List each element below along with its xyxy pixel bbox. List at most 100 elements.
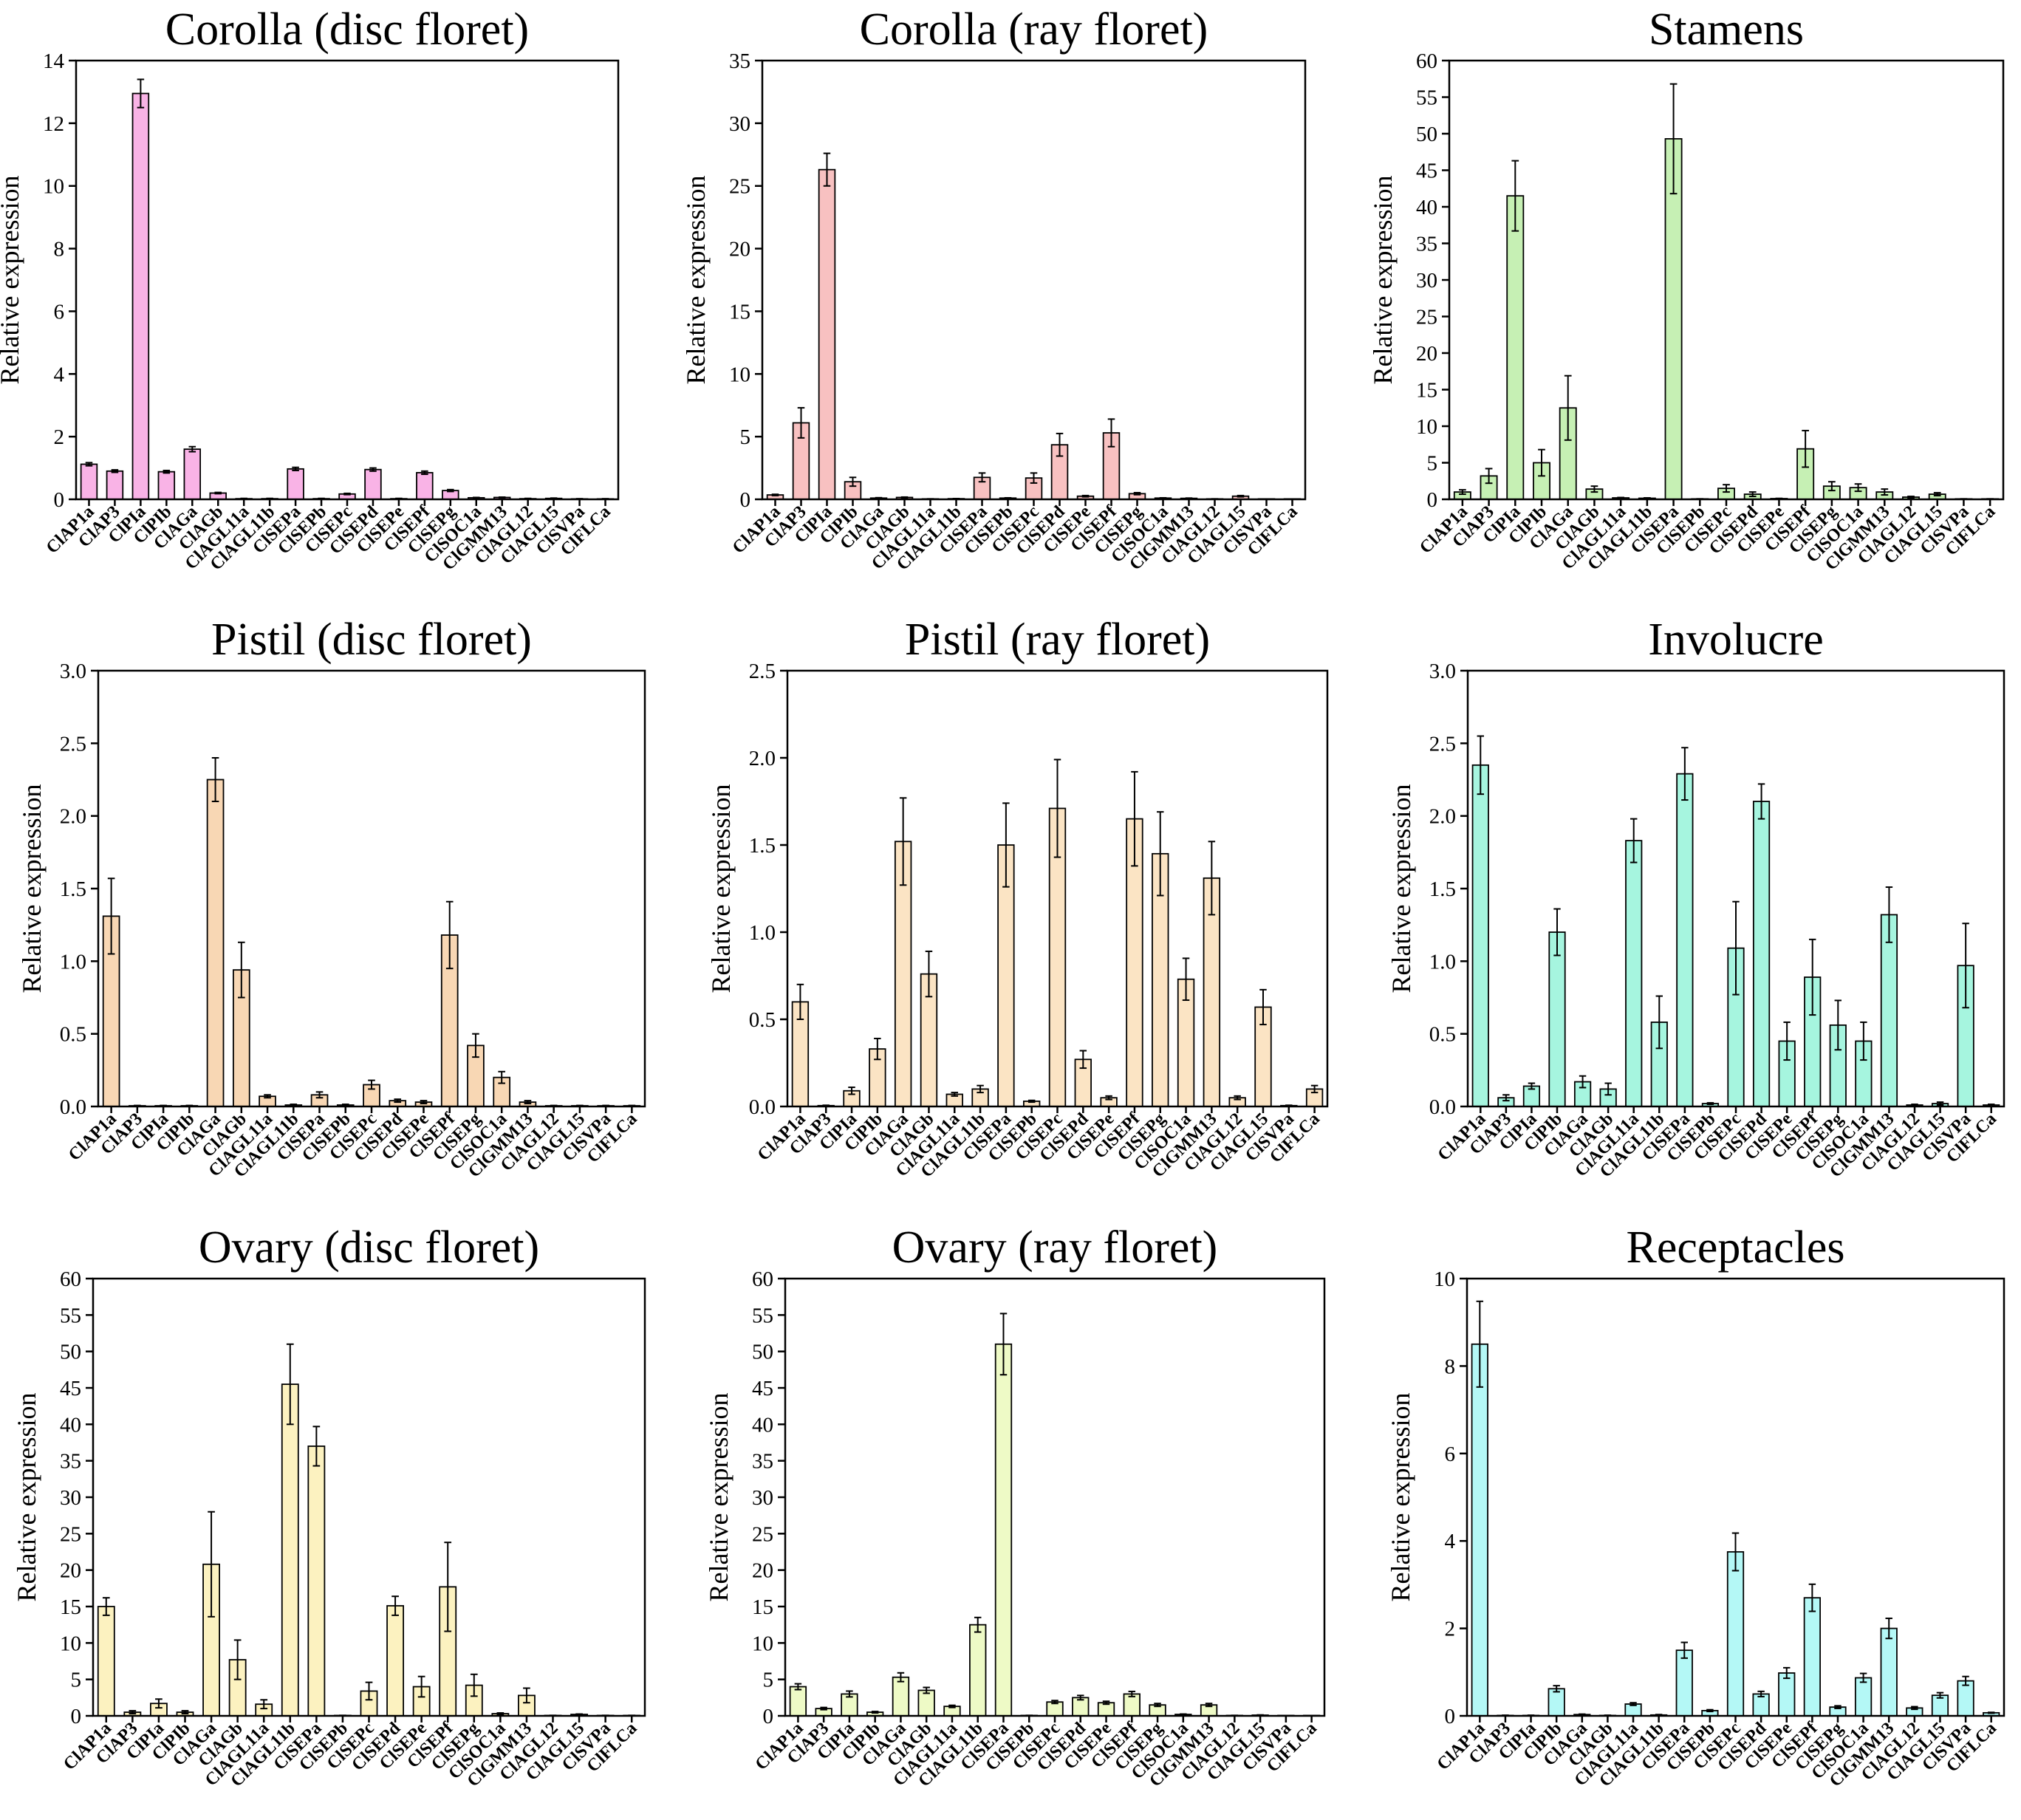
error-bar-ClPIa xyxy=(1511,160,1519,232)
bar-ClSEPf xyxy=(416,472,434,500)
y-tick-label: 40 xyxy=(752,1413,773,1437)
error-bar-ClAP3 xyxy=(797,407,805,439)
error-bar-ClAGL15 xyxy=(575,1713,583,1716)
error-bar-ClSEPg xyxy=(1133,492,1141,496)
error-bar-ClAGL11a xyxy=(951,1092,959,1097)
y-tick-label: 60 xyxy=(1416,49,1437,73)
bar-ClPIb xyxy=(1548,1688,1565,1717)
y-tick-label: 30 xyxy=(60,1486,81,1510)
bar-ClPIa xyxy=(818,168,836,500)
y-tick-label: 30 xyxy=(729,112,750,136)
chart-panel-0: Corolla (disc floret) Relative expression… xyxy=(0,4,620,574)
y-tick-label: 8 xyxy=(54,238,65,261)
y-tick-label: 2.0 xyxy=(60,805,86,829)
chart-title: Receptacles xyxy=(1626,1222,1844,1273)
y-tick-label: 60 xyxy=(752,1268,773,1291)
error-bar-ClSEPc xyxy=(1723,484,1730,493)
error-bar-ClFLCa xyxy=(1310,1084,1319,1094)
y-tick-label: 6 xyxy=(54,300,65,324)
y-tick-label: 4 xyxy=(1445,1530,1456,1553)
error-bar-ClPIb xyxy=(871,1711,879,1714)
error-bar-ClPIa xyxy=(1528,1082,1536,1090)
plot-frame xyxy=(784,1277,1326,1717)
plot-frame xyxy=(1466,1277,2005,1717)
y-tick-label: 0.0 xyxy=(60,1095,86,1119)
y-tick-label: 10 xyxy=(43,175,64,199)
bar-ClSEPd xyxy=(364,468,382,500)
error-bar-ClGMM13 xyxy=(1885,1617,1892,1640)
error-bar-ClAGL11a xyxy=(1630,1702,1637,1706)
error-bar-ClAGb xyxy=(925,950,933,998)
y-tick-label: 0.0 xyxy=(1429,1095,1456,1119)
y-tick-label: 25 xyxy=(1416,306,1437,329)
bar-ClAGa xyxy=(892,1676,910,1717)
chart-title: Involucre xyxy=(1648,615,1824,665)
y-tick-label: 14 xyxy=(43,49,65,73)
error-bar-ClFLCa xyxy=(1987,1711,1995,1714)
error-bar-ClAP1a xyxy=(796,983,804,1020)
error-bar-ClSEPc xyxy=(1030,472,1038,484)
y-tick-label: 55 xyxy=(752,1304,773,1327)
error-bar-ClSEPb xyxy=(1004,496,1012,499)
y-tick-label: 5 xyxy=(1427,452,1438,476)
error-bar-ClAGL11a xyxy=(264,1094,271,1099)
y-tick-label: 8 xyxy=(1445,1355,1456,1378)
error-bar-ClAGL15 xyxy=(1936,1101,1944,1106)
error-bar-ClSEPe xyxy=(1102,1700,1110,1706)
error-bar-ClSEPb xyxy=(341,1104,349,1107)
error-bar-ClSEPg xyxy=(472,1033,479,1058)
bar-ClSOC1a xyxy=(1854,1677,1873,1717)
y-tick-label: 45 xyxy=(60,1377,81,1400)
y-tick-label: 50 xyxy=(752,1341,773,1364)
error-bar-ClSEPc xyxy=(1732,900,1740,996)
bar-ClPIb xyxy=(157,471,176,500)
error-bar-ClSEPe xyxy=(417,1675,425,1698)
bar-ClAP1a xyxy=(789,1686,807,1717)
error-bar-ClSEPa xyxy=(999,1313,1008,1376)
bar-ClGMM13 xyxy=(1880,914,1898,1107)
error-bar-ClAGL11b xyxy=(974,1616,982,1633)
error-bar-ClSOC1a xyxy=(472,496,480,499)
y-tick-label: 5 xyxy=(740,425,751,449)
y-tick-label: 30 xyxy=(752,1486,773,1510)
error-bar-ClSEPc xyxy=(1051,1700,1059,1705)
error-bar-ClSEPf xyxy=(1128,1690,1136,1697)
error-bar-ClSEPa xyxy=(292,466,299,471)
error-bar-ClSEPc xyxy=(1731,1532,1740,1572)
error-bar-ClAGL12 xyxy=(1234,1095,1241,1101)
error-bar-ClAGa xyxy=(899,797,907,886)
chart-panel-3: Pistil (disc floret) Relative expression 0… xyxy=(17,615,646,1181)
error-bar-ClGMM13 xyxy=(523,1687,530,1704)
error-bar-ClAP3 xyxy=(1502,1094,1510,1102)
y-tick-label: 10 xyxy=(752,1632,773,1655)
chart-title: Pistil (disc floret) xyxy=(211,615,532,665)
y-axis-label: Relative expression xyxy=(17,784,47,993)
chart-title: Ovary (disc floret) xyxy=(199,1222,539,1273)
error-bar-ClAGa xyxy=(1579,1713,1586,1716)
y-tick-label: 50 xyxy=(1416,123,1437,146)
chart-panel-5: Involucre Relative expression 0.0 0.5 1.0 1.5… xyxy=(1386,615,2005,1181)
bar-ClPIa xyxy=(1506,195,1525,500)
error-bar-ClSOC1a xyxy=(1860,1021,1867,1061)
error-bar-ClAP1a xyxy=(102,1597,110,1616)
error-bar-ClSOC1a xyxy=(498,1070,505,1084)
error-bar-ClAGL15 xyxy=(1933,492,1941,497)
y-tick-label: 20 xyxy=(729,238,750,261)
y-axis-label: Relative expression xyxy=(706,784,736,993)
error-bar-ClSEPd xyxy=(1056,432,1064,457)
y-tick-label: 15 xyxy=(729,300,750,324)
error-bar-ClAGb xyxy=(238,941,245,999)
bar-ClSEPa xyxy=(1675,1649,1693,1717)
error-bar-ClSOC1a xyxy=(1182,957,1190,1002)
error-bar-ClAGa xyxy=(188,445,196,453)
error-bar-ClAGL15 xyxy=(1936,1691,1944,1699)
error-bar-ClSVPa xyxy=(1962,1675,1969,1686)
error-bar-ClSEPc xyxy=(365,1681,373,1701)
error-bar-ClPIb xyxy=(1538,448,1545,477)
error-bar-ClPIa xyxy=(848,1087,855,1095)
error-bar-ClAGL12 xyxy=(1911,1706,1918,1711)
bar-ClSEPd xyxy=(1752,801,1771,1107)
y-tick-label: 2.5 xyxy=(749,660,776,683)
error-bar-ClPIb xyxy=(181,1710,189,1715)
